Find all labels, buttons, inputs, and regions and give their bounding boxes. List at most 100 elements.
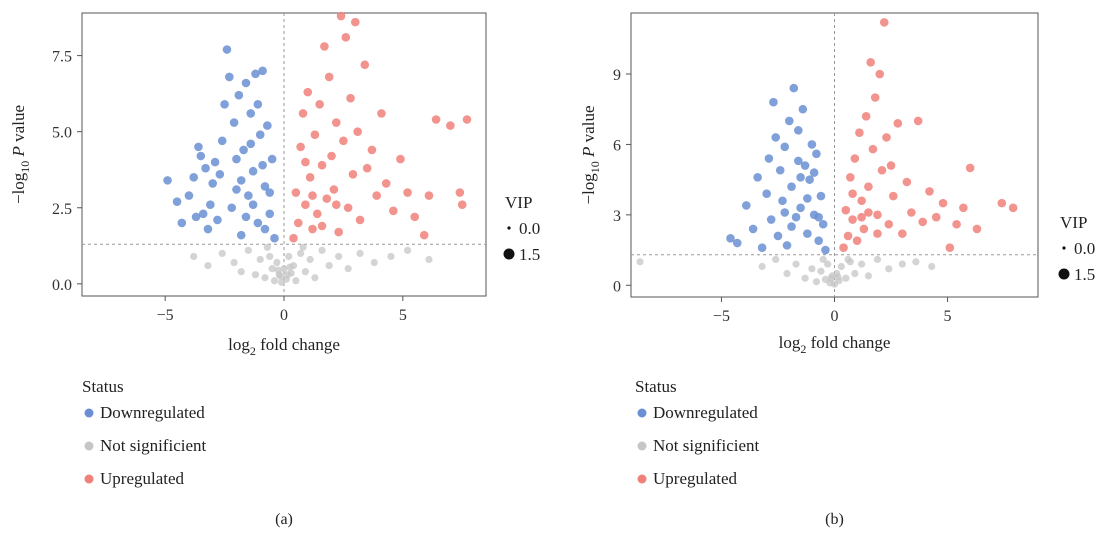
data-point [807, 140, 817, 149]
data-point [787, 222, 796, 231]
data-point [283, 271, 292, 279]
data-point [348, 169, 358, 179]
data-point [244, 246, 252, 254]
data-point [907, 208, 916, 217]
data-point [424, 191, 434, 200]
data-point [893, 119, 903, 128]
data-point [356, 249, 364, 257]
chart-panel-b: −5 0 5 0 3 6 9 log2 fold change −log10 P value VI… [579, 12, 1095, 528]
data-point [817, 267, 825, 275]
data-point [913, 116, 923, 126]
data-point [198, 209, 208, 219]
data-point [303, 87, 313, 97]
data-point [858, 260, 866, 268]
y-tick-label: 0.0 [52, 277, 72, 294]
data-point [215, 169, 225, 179]
data-point [462, 115, 472, 124]
data-point [324, 72, 334, 82]
panel-label: (a) [275, 511, 293, 528]
data-point [446, 121, 455, 130]
data-point [367, 145, 377, 155]
data-point [389, 206, 398, 216]
data-point [331, 118, 341, 127]
data-point [818, 219, 828, 229]
y-tick-label: 7.5 [52, 49, 72, 66]
data-point [196, 151, 206, 161]
data-point [844, 255, 852, 264]
data-point [163, 176, 172, 185]
data-point [873, 229, 882, 238]
status-legend-marker [84, 474, 94, 484]
data-point [885, 265, 893, 273]
data-point [237, 268, 245, 276]
x-tick-label: 0 [280, 307, 288, 324]
series-downregulated [163, 45, 279, 243]
data-point [879, 18, 889, 27]
data-point [370, 258, 378, 267]
data-point [251, 271, 260, 279]
status-legend-label: Downregulated [653, 403, 758, 422]
status-legend-title: Status [635, 377, 677, 396]
data-point [258, 160, 267, 170]
data-point [798, 104, 808, 114]
data-point [775, 165, 785, 175]
data-point [753, 172, 762, 182]
data-point [769, 97, 778, 107]
data-point [918, 217, 927, 227]
data-point [286, 263, 294, 271]
data-point [834, 273, 842, 281]
x-tick-label: 5 [399, 307, 407, 324]
data-point [265, 209, 275, 219]
data-point [285, 252, 293, 261]
data-point [726, 234, 735, 243]
data-point [819, 255, 827, 264]
data-point [925, 187, 934, 196]
data-point [403, 246, 412, 254]
data-point [355, 215, 365, 225]
data-point [293, 218, 303, 228]
data-point [431, 115, 441, 124]
data-point [814, 212, 823, 222]
data-point [794, 156, 803, 166]
data-point [772, 255, 780, 264]
data-point [945, 243, 955, 253]
data-point [320, 42, 329, 51]
data-point [855, 128, 864, 138]
vip-size-small-marker [1062, 246, 1066, 250]
data-point [791, 212, 801, 222]
data-point [297, 249, 305, 257]
data-point [230, 258, 238, 267]
data-point [217, 136, 227, 146]
data-point [301, 157, 310, 167]
data-point [232, 185, 241, 194]
data-point [301, 268, 309, 276]
x-tick-label: 0 [831, 308, 839, 325]
vip-legend-label: 1.5 [1074, 265, 1095, 284]
status-legend-label: Not significient [100, 436, 207, 455]
data-point [403, 188, 412, 197]
data-point [265, 188, 275, 197]
data-point [372, 191, 381, 200]
data-point [360, 60, 370, 70]
vip-size-large-marker [1058, 268, 1070, 280]
data-point [331, 200, 341, 210]
vip-legend-label: 0.0 [519, 219, 540, 238]
data-point [274, 266, 282, 274]
data-point [318, 246, 326, 254]
data-point [325, 261, 333, 270]
data-point [298, 109, 308, 118]
data-point [308, 191, 317, 200]
vip-size-small-marker [507, 226, 511, 230]
data-point [229, 118, 239, 127]
data-point [260, 224, 270, 234]
data-point [801, 274, 809, 282]
data-point [268, 265, 276, 273]
data-point [843, 231, 853, 241]
data-point [204, 261, 212, 270]
data-point [177, 218, 187, 228]
data-point [839, 243, 848, 253]
status-legend-marker [637, 408, 647, 418]
data-point [194, 142, 203, 152]
data-point [851, 269, 859, 278]
